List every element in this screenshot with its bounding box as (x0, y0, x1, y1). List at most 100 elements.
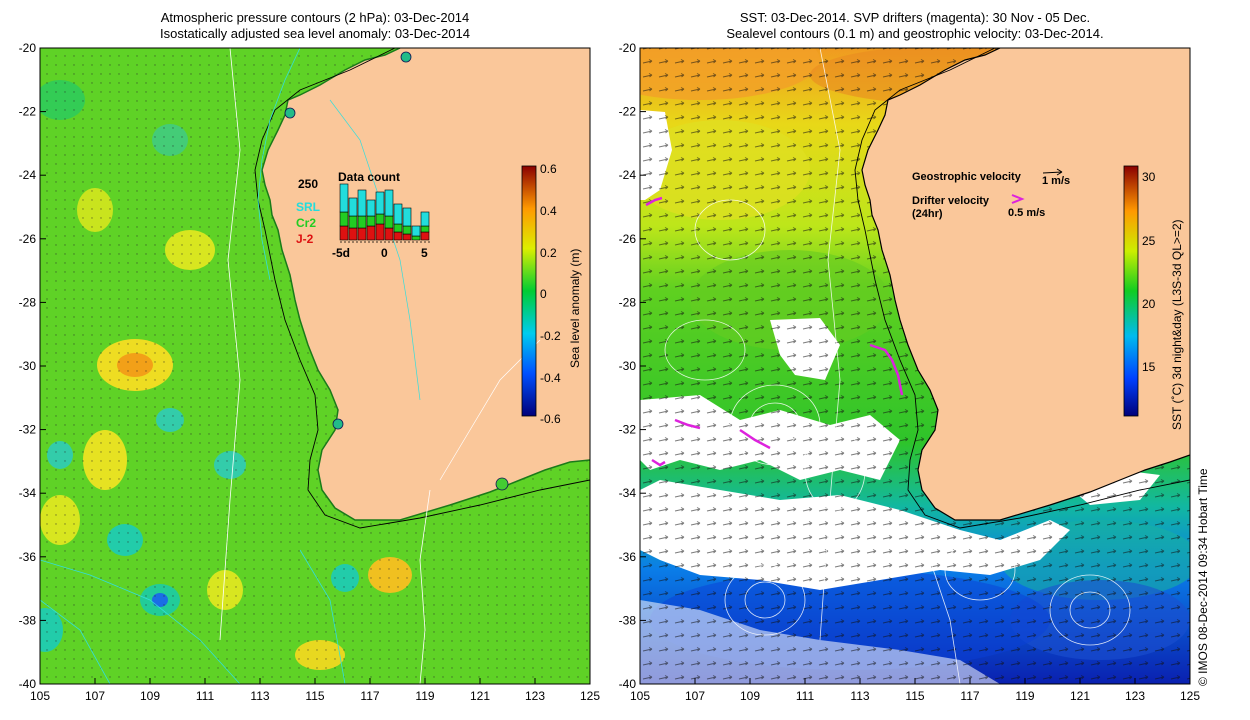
data-count-inset (339, 183, 432, 243)
right-ytick-label: -36 (619, 550, 637, 564)
inset-bar-segment (357, 215, 367, 229)
inset-bar-segment (420, 211, 430, 227)
right-xtick-label: 119 (1015, 689, 1034, 703)
inset-bar-segment (411, 235, 421, 241)
inset-bar-segment (384, 227, 394, 241)
inset-bar-segment (366, 199, 376, 217)
right-map (640, 48, 1190, 684)
sst-tick-0: 30 (1142, 170, 1156, 184)
inset-bar-segment (366, 225, 376, 241)
left-title-line1: Atmospheric pressure contours (2 hPa): 0… (160, 10, 470, 25)
left-xtick-label: 125 (580, 689, 600, 703)
inset-bar-segment (375, 223, 385, 241)
left-xtick-label: 121 (470, 689, 490, 703)
right-xtick-label: 109 (740, 689, 760, 703)
inset-bar-segment (375, 213, 385, 225)
left-ytick-label: -30 (19, 359, 37, 373)
inset-series-j2: J-2 (296, 232, 314, 246)
right-xtick-label: 117 (960, 689, 979, 703)
inset-max-label: 250 (298, 177, 318, 191)
inset-xtick-2: 5 (421, 246, 428, 260)
sla-tick-6: -0.6 (540, 412, 561, 426)
inset-bar-segment (384, 215, 394, 229)
left-xtick-label: 117 (360, 689, 379, 703)
inset-bar-segment (420, 225, 430, 233)
inset-bar-segment (339, 211, 349, 227)
inset-series-cr2: Cr2 (296, 216, 316, 230)
sla-tick-5: -0.4 (540, 371, 561, 385)
sla-colorbar (521, 165, 537, 417)
sst-tick-1: 25 (1142, 234, 1156, 248)
sst-colorbar (1123, 165, 1139, 417)
left-xtick-label: 119 (415, 689, 434, 703)
inset-bar-segment (348, 215, 358, 229)
right-ytick-label: -38 (619, 613, 637, 627)
left-ytick-label: -36 (19, 550, 37, 564)
left-ytick-label: -20 (19, 41, 37, 55)
left-ytick-label: -40 (19, 677, 37, 691)
geostrophic-velocity-label: Geostrophic velocity (912, 171, 1022, 183)
right-ytick-label: -20 (619, 41, 637, 55)
inset-bar-segment (375, 191, 385, 215)
right-xtick-label: 121 (1070, 689, 1090, 703)
inset-series-srl: SRL (296, 200, 320, 214)
right-ytick-label: -28 (619, 295, 637, 309)
left-xtick-label: 107 (85, 689, 105, 703)
right-title-line2: Sealevel contours (0.1 m) and geostrophi… (726, 26, 1104, 41)
left-ytick-label: -34 (19, 486, 37, 500)
right-ytick-label: -24 (619, 168, 637, 182)
left-xtick-label: 113 (250, 689, 269, 703)
left-title-line2: Isostatically adjusted sea level anomaly… (159, 26, 470, 41)
inset-bar-segment (357, 189, 367, 217)
sst-tick-2: 20 (1142, 297, 1156, 311)
geostrophic-velocity-unit: 1 m/s (1042, 175, 1070, 187)
imos-credit: © IMOS 08-Dec-2014 09:34 Hobart Time (1196, 468, 1210, 686)
inset-bar-segment (420, 231, 430, 241)
right-xtick-label: 105 (630, 689, 650, 703)
sla-tick-3: 0 (540, 287, 547, 301)
left-ytick-label: -22 (19, 105, 37, 119)
inset-xtick-0: -5d (332, 246, 350, 260)
left-xtick-label: 105 (30, 689, 50, 703)
sla-tick-4: -0.2 (540, 329, 561, 343)
right-xtick-label: 115 (905, 689, 924, 703)
inset-bar-segment (348, 227, 358, 241)
right-ytick-label: -30 (619, 359, 637, 373)
left-map-title: Atmospheric pressure contours (2 hPa): 0… (40, 10, 590, 42)
left-ytick-label: -38 (19, 613, 37, 627)
sla-colorbar-label: Sea level anomaly (m) (568, 248, 582, 368)
inset-title: Data count (338, 170, 400, 184)
sla-tick-2: 0.2 (540, 246, 557, 260)
sst-colorbar-label: SST (˚C) 3d night&day (L3S-3d QL>=2) (1170, 219, 1184, 430)
right-xtick-label: 107 (685, 689, 705, 703)
inset-bar-segment (393, 203, 403, 225)
drifter-velocity-label: Drifter velocity (912, 195, 990, 207)
left-map (40, 48, 590, 684)
inset-xtick-1: 0 (381, 246, 388, 260)
right-map-title: SST: 03-Dec-2014. SVP drifters (magenta)… (640, 10, 1190, 42)
inset-bar-segment (348, 197, 358, 217)
inset-bar-segment (393, 223, 403, 233)
drifter-velocity-window: (24hr) (912, 208, 943, 220)
right-ytick-label: -26 (619, 232, 637, 246)
right-ytick-label: -22 (619, 105, 637, 119)
inset-bar-segment (384, 189, 394, 217)
right-ytick-label: -32 (619, 423, 637, 437)
left-xtick-label: 123 (525, 689, 545, 703)
inset-bar-segment (402, 233, 412, 241)
inset-bar-segment (357, 227, 367, 241)
left-xtick-label: 111 (196, 689, 215, 703)
right-xtick-label: 111 (796, 689, 815, 703)
right-xtick-label: 113 (850, 689, 869, 703)
sla-tick-0: 0.6 (540, 162, 557, 176)
right-ytick-label: -40 (619, 677, 637, 691)
inset-bar-segment (411, 225, 421, 237)
left-ytick-label: -26 (19, 232, 37, 246)
inset-bar-segment (402, 225, 412, 235)
inset-bar-segment (393, 231, 403, 241)
inset-bar-segment (339, 225, 349, 241)
inset-bar-segment (339, 183, 349, 213)
left-ytick-label: -24 (19, 168, 37, 182)
left-xtick-label: 115 (305, 689, 324, 703)
